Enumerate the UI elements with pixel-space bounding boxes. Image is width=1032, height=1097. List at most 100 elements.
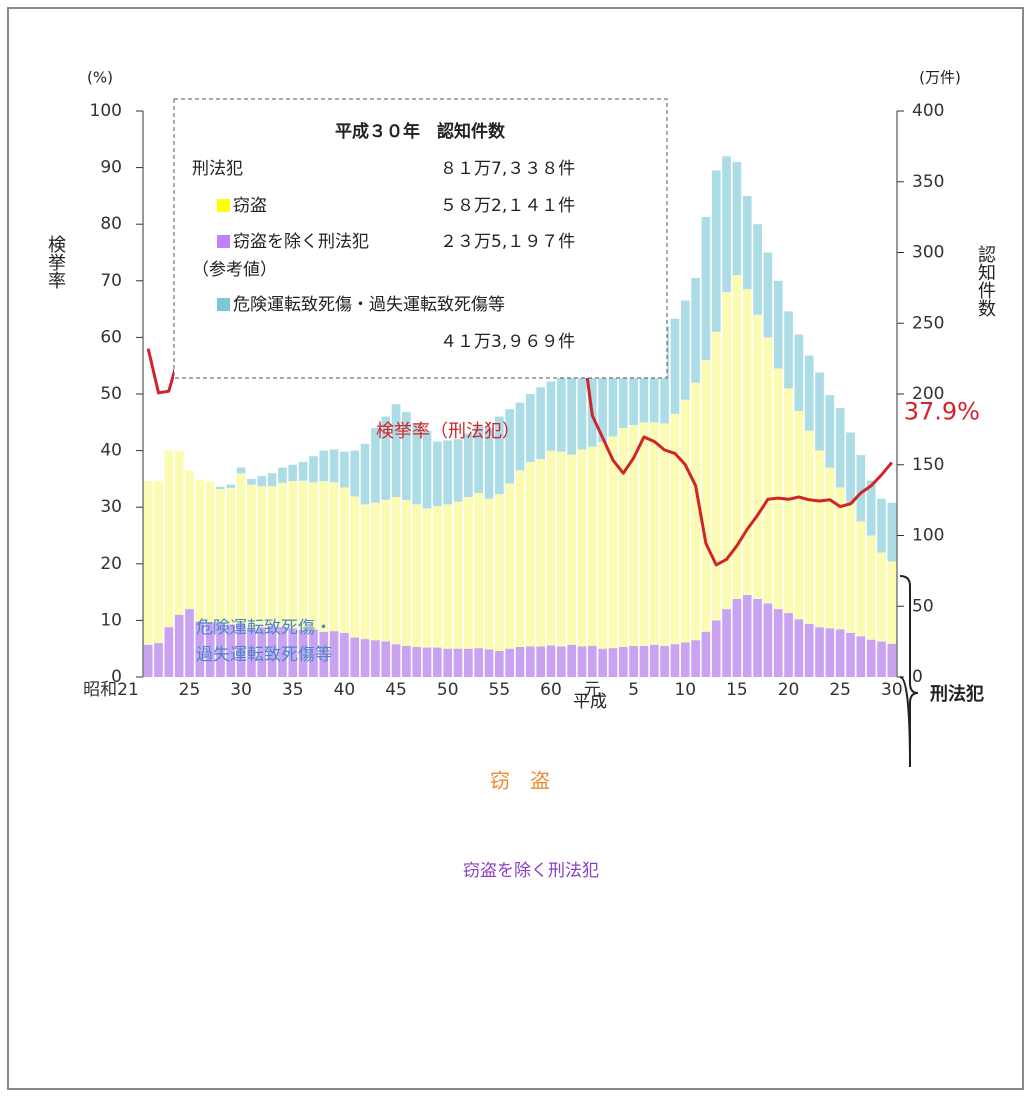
legend-title: 平成３０年 認知件数 xyxy=(335,121,506,142)
y2-tick-label: 50 xyxy=(912,596,934,616)
bar-segment xyxy=(464,497,473,649)
legend-count: ５８万2,１４１件 xyxy=(440,196,575,216)
bar-segment xyxy=(484,427,494,499)
bar-segment xyxy=(381,416,391,500)
bar-segment xyxy=(866,535,876,640)
bar-segment xyxy=(773,609,783,677)
bar-segment xyxy=(329,631,339,677)
bar-segment xyxy=(887,502,897,562)
bar-segment xyxy=(174,614,184,677)
bar-segment xyxy=(649,644,659,677)
bar-segment xyxy=(691,277,700,383)
bar-segment xyxy=(794,334,804,411)
y-tick-label: 70 xyxy=(100,271,122,291)
bar-segment xyxy=(763,337,773,604)
bar-segment xyxy=(815,450,824,628)
bar-segment xyxy=(464,433,473,498)
bar-segment xyxy=(329,482,339,632)
line-label: 検挙率（刑法犯） xyxy=(376,421,520,442)
bar-segment xyxy=(608,648,618,677)
bar-segment xyxy=(422,647,432,677)
bar-segment xyxy=(660,645,669,677)
bar-segment xyxy=(753,314,762,599)
bar-segment xyxy=(618,345,628,428)
bar-segment xyxy=(825,467,835,629)
bar-segment xyxy=(360,504,370,640)
y-tick-label: 50 xyxy=(100,384,122,404)
y2-tick-label: 150 xyxy=(912,455,944,475)
bar-segment xyxy=(484,649,494,677)
bar-segment xyxy=(257,627,267,677)
bar-segment xyxy=(422,508,432,648)
bar-segment xyxy=(226,487,236,625)
bar-segment xyxy=(453,439,463,502)
bar-segment xyxy=(453,501,463,649)
bar-segment xyxy=(298,461,308,481)
bar-segment xyxy=(846,504,855,633)
legend-note: （参考値） xyxy=(192,260,277,280)
bar-segment xyxy=(288,628,298,677)
legend-count: ２３万5,１９７件 xyxy=(440,232,575,252)
bar-segment xyxy=(825,395,835,468)
bar-segment xyxy=(618,647,628,677)
y2-tick-label: 250 xyxy=(912,313,944,333)
bar-segment xyxy=(371,640,380,677)
bar-segment xyxy=(742,289,752,595)
bar-segment xyxy=(804,430,814,624)
bar-segment xyxy=(536,387,545,460)
bar-segment xyxy=(691,382,700,641)
bar-segment xyxy=(722,609,731,677)
legend-swatch xyxy=(217,298,230,311)
bar-segment xyxy=(587,446,597,646)
y-tick-label: 90 xyxy=(100,158,122,178)
bar-segment xyxy=(701,216,711,361)
legend-count: ８１万7,３３８件 xyxy=(440,159,575,179)
bar-segment xyxy=(649,422,659,645)
bar-segment xyxy=(536,459,545,647)
bar-segment xyxy=(773,368,783,610)
bar-segment xyxy=(598,648,607,677)
bar-segment xyxy=(525,394,535,462)
bar-segment xyxy=(773,280,783,369)
bar-segment xyxy=(422,430,432,509)
bar-segment xyxy=(711,331,721,621)
bar-segment xyxy=(835,629,845,677)
y2-tick-label: 100 xyxy=(912,526,944,546)
y-label: 検挙率 xyxy=(45,235,66,289)
x-tick-label: 20 xyxy=(778,680,800,700)
bar-segment xyxy=(815,372,824,451)
bar-segment xyxy=(205,622,215,677)
data-label: 37.9% xyxy=(904,397,980,425)
bar-segment xyxy=(443,504,453,649)
bar-segment xyxy=(856,636,866,677)
bar-segment xyxy=(515,647,525,677)
bar-segment xyxy=(608,354,618,437)
bar-segment xyxy=(381,499,391,642)
bar-segment xyxy=(247,484,256,628)
bar-segment xyxy=(556,377,566,452)
bar-segment xyxy=(391,497,401,645)
bar-segment xyxy=(185,609,194,677)
bar-segment xyxy=(618,427,628,648)
bar-segment xyxy=(680,642,690,677)
bar-segment xyxy=(402,645,411,677)
bar-segment xyxy=(412,504,422,648)
bar-segment xyxy=(639,645,649,677)
bar-segment xyxy=(505,648,515,677)
bar-segment xyxy=(226,484,236,488)
y2-tick-label: 0 xyxy=(912,667,923,687)
annotations: 窃 盗 窃盗を除く刑法犯 危険運転致死傷・ 過失運転致死傷等 検挙率（刑法犯） … xyxy=(45,69,996,894)
bar-segment xyxy=(474,648,484,677)
bar-segment xyxy=(236,467,246,474)
bar-segment xyxy=(525,646,535,677)
y-tick-label: 100 xyxy=(90,101,122,121)
y2-label: 認知件数 xyxy=(975,245,996,317)
bar-segment xyxy=(804,355,814,431)
bar-segment xyxy=(670,644,680,677)
x-tick-label: 元 xyxy=(584,680,601,700)
bar-segment xyxy=(784,613,793,677)
bar-segment xyxy=(691,640,700,677)
bar-segment xyxy=(164,450,174,628)
label-box xyxy=(470,755,570,810)
